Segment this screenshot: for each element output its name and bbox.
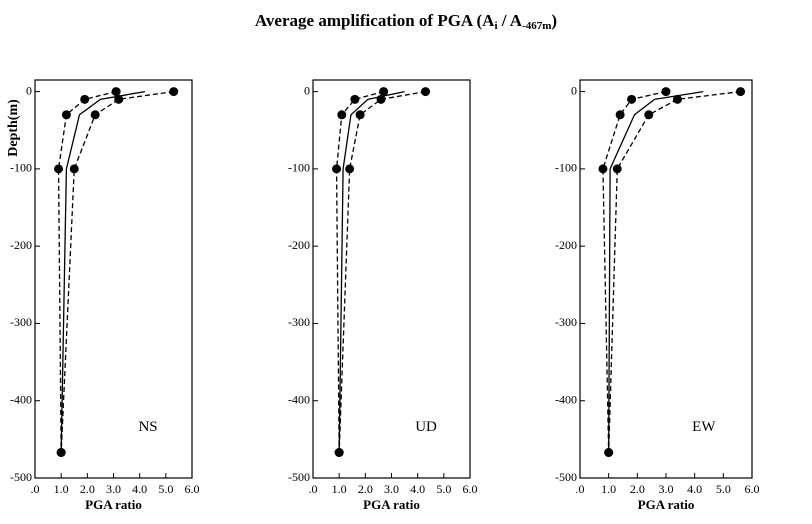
data-point bbox=[334, 447, 344, 457]
series-line bbox=[60, 90, 174, 453]
plot-frame bbox=[34, 79, 193, 479]
data-point bbox=[612, 164, 622, 174]
y-tick-label: 0 bbox=[571, 83, 577, 97]
y-tick-label: -200 bbox=[10, 238, 32, 252]
data-point bbox=[644, 110, 654, 120]
data-point bbox=[350, 94, 360, 104]
data-point bbox=[61, 110, 71, 120]
x-tick-label: 3.0 bbox=[659, 482, 674, 496]
y-tick-label: -300 bbox=[10, 315, 32, 329]
x-tick-label: .0 bbox=[309, 482, 318, 496]
panel-label: NS bbox=[138, 419, 157, 435]
x-tick-label: 2.0 bbox=[630, 482, 645, 496]
x-tick-label: 1.0 bbox=[601, 482, 616, 496]
panel-label: EW bbox=[692, 419, 716, 435]
x-tick-label: 3.0 bbox=[106, 482, 121, 496]
plot-frame bbox=[579, 79, 753, 479]
x-tick-label: 6.0 bbox=[745, 482, 760, 496]
x-tick-label: 4.0 bbox=[132, 482, 147, 496]
x-tick-label: 5.0 bbox=[158, 482, 173, 496]
data-point bbox=[661, 87, 671, 97]
data-point bbox=[355, 110, 365, 120]
x-tick-label: 5.0 bbox=[716, 482, 731, 496]
x-axis-label: PGA ratio bbox=[638, 497, 695, 512]
y-tick-label: -100 bbox=[10, 161, 32, 175]
data-point bbox=[615, 110, 625, 120]
title-part: ) bbox=[551, 11, 557, 30]
plot-frame bbox=[312, 79, 471, 479]
data-point bbox=[169, 87, 179, 97]
y-tick-label: 0 bbox=[26, 83, 32, 97]
chart-title: Average amplification of PGA (Ai / A-467… bbox=[255, 11, 557, 32]
data-point bbox=[114, 94, 124, 104]
data-point bbox=[627, 94, 637, 104]
x-tick-label: 4.0 bbox=[687, 482, 702, 496]
title-part: / A bbox=[498, 11, 523, 30]
title-part: -467m bbox=[522, 20, 551, 32]
data-point bbox=[598, 164, 608, 174]
y-axis-label: Depth(m) bbox=[6, 99, 21, 157]
data-point bbox=[604, 447, 614, 457]
x-tick-label: 2.0 bbox=[358, 482, 373, 496]
data-point bbox=[736, 87, 746, 97]
series-line bbox=[338, 90, 426, 453]
x-tick-label: 5.0 bbox=[436, 482, 451, 496]
x-tick-label: .0 bbox=[31, 482, 40, 496]
data-point bbox=[69, 164, 79, 174]
data-point bbox=[332, 164, 342, 174]
title-part: Average amplification of PGA (A bbox=[255, 11, 495, 30]
series-line bbox=[60, 90, 146, 453]
y-tick-label: -300 bbox=[288, 315, 310, 329]
y-tick-label: -500 bbox=[288, 470, 310, 484]
data-point bbox=[376, 94, 386, 104]
series-line bbox=[602, 90, 667, 453]
y-tick-label: -300 bbox=[555, 315, 577, 329]
data-point bbox=[337, 110, 347, 120]
data-point bbox=[90, 110, 100, 120]
x-tick-label: 2.0 bbox=[80, 482, 95, 496]
data-point bbox=[80, 94, 90, 104]
data-point bbox=[345, 164, 355, 174]
y-tick-label: -500 bbox=[555, 470, 577, 484]
x-tick-label: 1.0 bbox=[54, 482, 69, 496]
series-line bbox=[608, 90, 704, 453]
y-tick-label: -400 bbox=[555, 392, 577, 406]
data-point bbox=[56, 447, 66, 457]
x-tick-label: 4.0 bbox=[410, 482, 425, 496]
series-line bbox=[608, 90, 741, 453]
data-point bbox=[54, 164, 64, 174]
panel-label: UD bbox=[415, 419, 437, 435]
x-tick-label: 6.0 bbox=[185, 482, 200, 496]
x-tick-label: .0 bbox=[576, 482, 585, 496]
title-part: i bbox=[494, 20, 497, 32]
x-tick-label: 1.0 bbox=[332, 482, 347, 496]
series-line bbox=[57, 90, 117, 453]
y-tick-label: -400 bbox=[288, 392, 310, 406]
y-tick-label: 0 bbox=[304, 83, 310, 97]
x-tick-label: 6.0 bbox=[463, 482, 478, 496]
y-tick-label: -200 bbox=[288, 238, 310, 252]
y-tick-label: -500 bbox=[10, 470, 32, 484]
data-point bbox=[421, 87, 431, 97]
series-line bbox=[335, 90, 384, 453]
x-axis-label: PGA ratio bbox=[363, 497, 420, 512]
y-tick-label: -200 bbox=[555, 238, 577, 252]
data-point bbox=[111, 87, 121, 97]
y-tick-label: -100 bbox=[288, 161, 310, 175]
x-axis-label: PGA ratio bbox=[85, 497, 142, 512]
y-tick-label: -100 bbox=[555, 161, 577, 175]
series-line bbox=[338, 90, 405, 453]
data-point bbox=[379, 87, 389, 97]
x-tick-label: 3.0 bbox=[384, 482, 399, 496]
data-point bbox=[672, 94, 682, 104]
y-tick-label: -400 bbox=[10, 392, 32, 406]
